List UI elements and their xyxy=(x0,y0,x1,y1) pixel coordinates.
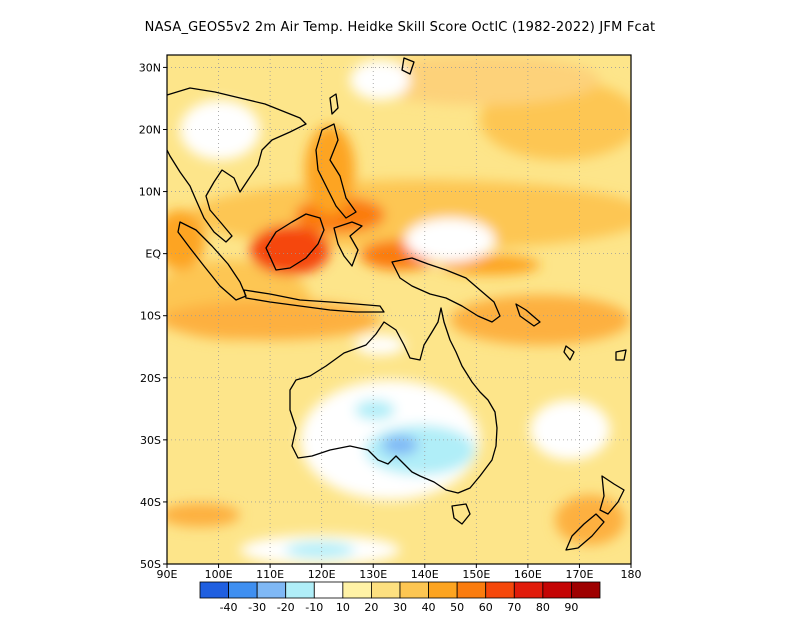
colorbar-swatch xyxy=(571,581,601,599)
lat-label: 10N xyxy=(139,186,161,199)
lon-label: 100E xyxy=(205,568,233,581)
colorbar-label: -10 xyxy=(305,601,323,614)
lon-label: 130E xyxy=(359,568,387,581)
colorbar-swatch xyxy=(256,581,287,599)
colorbar-swatch xyxy=(399,581,429,599)
lon-label: 90E xyxy=(157,568,178,581)
lat-label: 10S xyxy=(140,310,161,323)
colorbar-label: 90 xyxy=(564,601,578,614)
colorbar-label: 50 xyxy=(450,601,464,614)
colorbar-swatch xyxy=(485,581,515,599)
colorbar-label: 40 xyxy=(422,601,436,614)
colorbar-swatch xyxy=(513,581,544,599)
lon-label: 120E xyxy=(308,568,336,581)
colorbar-swatch xyxy=(313,581,344,599)
colorbar: -40 -30 -20 -10 10 20 30 40 50 60 70 80 90 xyxy=(199,581,601,614)
colorbar-label: 70 xyxy=(507,601,521,614)
lon-label: 170E xyxy=(565,568,593,581)
lon-label: 140E xyxy=(411,568,439,581)
coastlines xyxy=(166,57,627,551)
lat-label: 40S xyxy=(140,496,161,509)
map-frame xyxy=(166,54,632,565)
skill-shading xyxy=(167,55,631,564)
map-axes: 90E 100E 110E 120E 130E 140E 150E 160E 170E 180 30… xyxy=(139,61,642,581)
lon-label: 160E xyxy=(514,568,542,581)
colorbar-label: 60 xyxy=(479,601,493,614)
colorbar-swatch xyxy=(199,581,229,599)
lat-label: 30S xyxy=(140,434,161,447)
lat-label: EQ xyxy=(145,248,161,261)
colorbar-swatch xyxy=(542,581,572,599)
colorbar-label: -30 xyxy=(248,601,266,614)
map-title: NASA_GEOS5v2 2m Air Temp. Heidke Skill S… xyxy=(144,20,656,35)
colorbar-label: -20 xyxy=(277,601,295,614)
colorbar-swatch xyxy=(371,581,401,599)
colorbar-label: 30 xyxy=(393,601,407,614)
lat-label: 20N xyxy=(139,123,161,136)
gridlines xyxy=(167,55,631,564)
lon-label: 110E xyxy=(256,568,284,581)
lat-label: 20S xyxy=(140,372,161,385)
colorbar-swatch xyxy=(428,581,458,599)
colorbar-swatch xyxy=(342,581,372,599)
colorbar-swatch xyxy=(285,581,315,599)
colorbar-label: 10 xyxy=(336,601,350,614)
lon-label: 150E xyxy=(462,568,490,581)
colorbar-label: -40 xyxy=(220,601,238,614)
lat-label: 30N xyxy=(139,61,161,74)
colorbar-label: 80 xyxy=(536,601,550,614)
colorbar-label: 20 xyxy=(364,601,378,614)
lon-label: 180 xyxy=(621,568,642,581)
colorbar-swatch xyxy=(228,581,258,599)
colorbar-swatch xyxy=(456,581,487,599)
lat-label: 50S xyxy=(140,558,161,571)
